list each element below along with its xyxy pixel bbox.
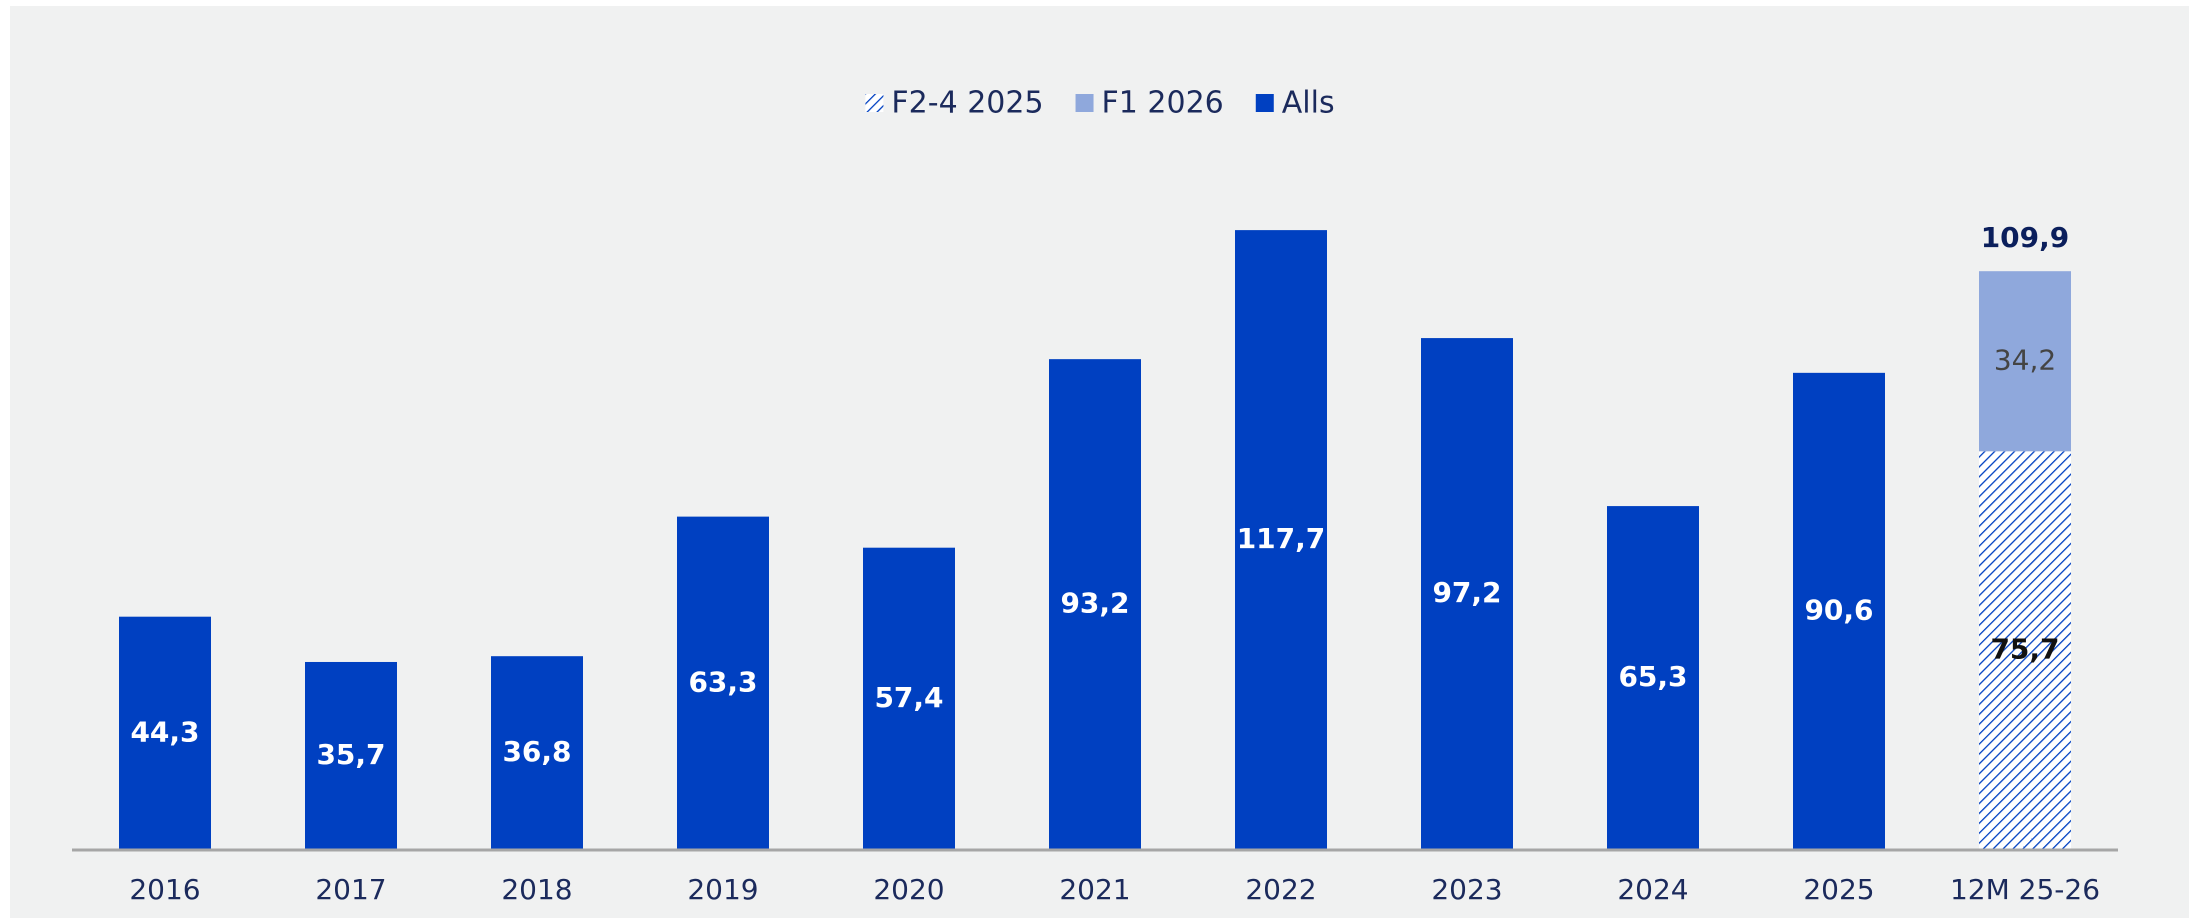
bar-segment [1979,271,2071,452]
value-label: 57,4 [874,681,943,714]
value-label: 90,6 [1804,593,1873,626]
bar-segment [119,616,211,850]
bar-segment [1049,359,1141,850]
x-tick-label: 2018 [501,873,572,906]
legend-swatch [1255,94,1274,112]
value-label: 44,3 [130,715,199,748]
x-tick-label: 2016 [129,873,200,906]
legend-swatch [1075,94,1094,112]
x-tick-label: 2021 [1059,873,1130,906]
total-label: 109,9 [1981,221,2070,254]
bar-segment [305,661,397,850]
legend-label: F1 2026 [1102,86,1224,121]
value-label: 34,2 [1994,343,2056,376]
bar-segment [677,516,769,850]
bar-segment [1979,451,2071,850]
bar-segment [491,656,583,850]
value-label: 63,3 [688,665,757,698]
bar-segment [1793,372,1885,850]
value-label: 97,2 [1432,576,1501,609]
legend-label: Alls [1282,86,1335,121]
x-tick-label: 12M 25-26 [1950,873,2100,906]
legend-swatch [865,94,884,112]
value-label: 117,7 [1237,522,1326,555]
bar-segment [1235,230,1327,850]
bar-segment [1421,338,1513,850]
value-label: 65,3 [1618,660,1687,693]
legend: F2-4 2025 F1 2026 Alls [865,86,1335,121]
x-tick-label: 2019 [687,873,758,906]
x-tick-label: 2020 [873,873,944,906]
value-label: 93,2 [1060,587,1129,620]
bar-segment [1607,506,1699,850]
x-tick-label: 2023 [1431,873,1502,906]
value-label: 75,7 [1990,633,2059,666]
value-label: 35,7 [316,738,385,771]
legend-label: F2-4 2025 [891,86,1043,121]
x-tick-label: 2025 [1803,873,1874,906]
x-tick-label: 2022 [1245,873,1316,906]
bar-segment [863,547,955,850]
value-label: 36,8 [502,735,571,768]
x-tick-label: 2024 [1617,873,1688,906]
x-tick-label: 2017 [315,873,386,906]
